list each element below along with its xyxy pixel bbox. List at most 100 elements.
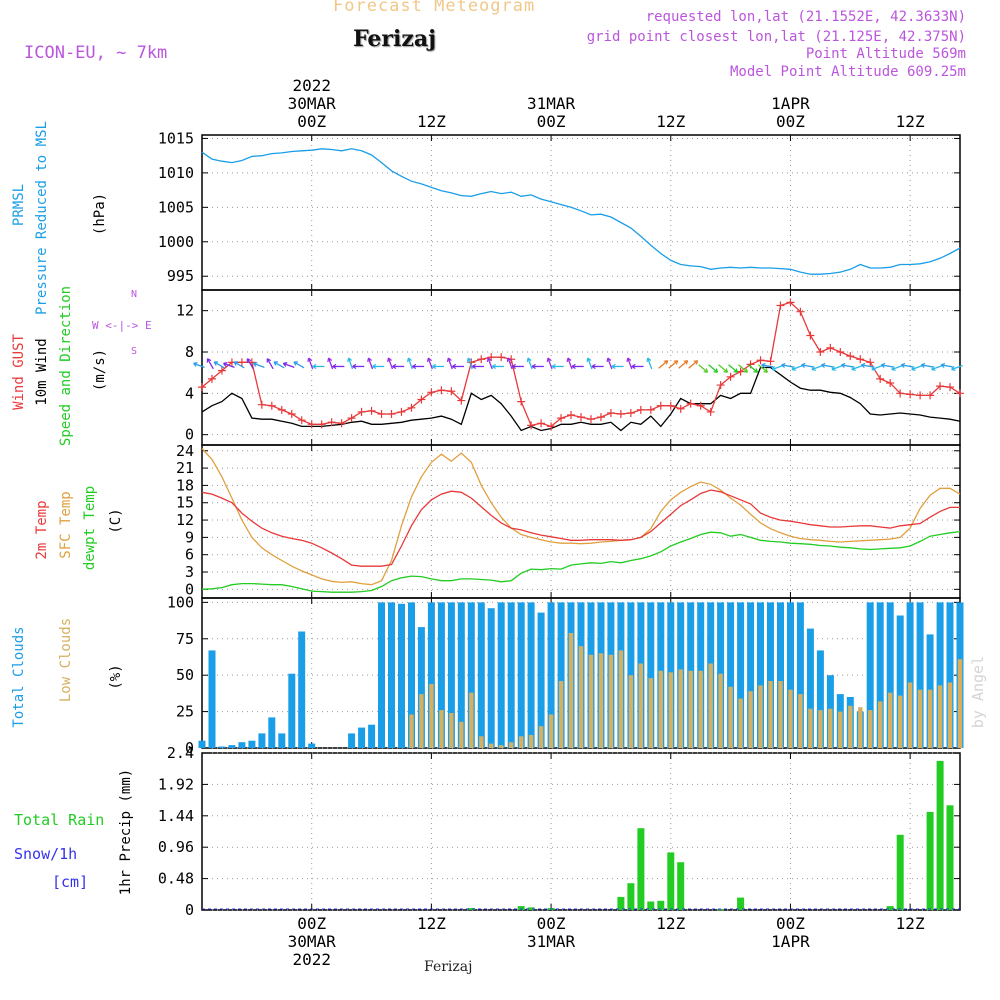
- gust-marker: [796, 307, 805, 316]
- panel-frame-pressure: [201, 134, 961, 291]
- wind-arrow-head: [387, 357, 392, 363]
- wind-arrow-head: [841, 362, 846, 368]
- total-clouds-bar: [258, 733, 266, 748]
- wind-arrow-head: [626, 357, 632, 363]
- total-clouds-bar: [408, 602, 415, 748]
- wind-arrow-head: [372, 363, 377, 370]
- bottom-xtick-date: 31MAR: [527, 932, 576, 951]
- wind-arrow-head: [871, 366, 876, 371]
- low-clouds-bar: [668, 672, 673, 748]
- rain-bar: [517, 906, 525, 910]
- low-clouds-bar: [678, 669, 683, 748]
- rain-bar: [647, 901, 655, 910]
- low-clouds-bar: [479, 736, 484, 748]
- gust-marker: [437, 386, 446, 395]
- wind-direction-arrow: [567, 357, 573, 370]
- gust-marker: [517, 397, 526, 406]
- total-clouds-bar: [198, 740, 206, 748]
- total-clouds-bar: [876, 602, 884, 748]
- total-clouds-bar: [487, 608, 495, 748]
- low-clouds-bar: [519, 736, 524, 748]
- ytick-label-clouds: 50: [176, 666, 194, 684]
- wind-direction-arrow: [223, 362, 235, 369]
- wind-direction-arrow: [801, 364, 814, 368]
- bottom-xtick-label: 12Z: [417, 914, 446, 933]
- rain-bar: [936, 760, 944, 910]
- wind-arrow-head: [611, 363, 616, 370]
- bottom-xtick-label: 12Z: [656, 914, 685, 933]
- ytick-label-precip: 2.4: [167, 744, 194, 762]
- total-clouds-bar: [218, 746, 226, 748]
- total-clouds-bar: [757, 602, 764, 748]
- bottom-xtick-date: 1APR: [771, 932, 810, 951]
- gust-marker: [666, 401, 675, 410]
- low-clouds-bar: [409, 714, 414, 748]
- bottom-xtick-label: 00Z: [297, 914, 326, 933]
- gust-marker: [307, 420, 316, 429]
- total-clouds-bar: [298, 631, 306, 748]
- gust-marker: [646, 405, 655, 414]
- footer-location: Ferizaj: [424, 959, 473, 975]
- wind-arrow-head: [920, 362, 926, 368]
- wind-arrow-head: [723, 368, 729, 373]
- wind-arrow-head: [606, 357, 612, 363]
- wind-direction-arrow: [921, 364, 933, 368]
- gust-marker: [447, 387, 456, 396]
- gust-marker: [397, 407, 406, 416]
- top-xtick-date: 31MAR: [527, 94, 576, 113]
- low-clouds-bar: [937, 685, 943, 748]
- gust-marker: [527, 421, 536, 430]
- gust-marker: [676, 404, 685, 413]
- wind-arrow-head: [233, 361, 239, 366]
- total-clouds-bar: [896, 615, 904, 748]
- ytick-label-precip: 0.48: [158, 870, 194, 888]
- gust-marker: [207, 374, 216, 383]
- pressure-line: [201, 148, 961, 275]
- total-clouds-bar: [517, 602, 525, 748]
- low-clouds-bar: [768, 681, 773, 748]
- gust-marker: [606, 408, 615, 417]
- snow-cm-label: [cm]: [52, 873, 89, 891]
- panel-frame-precip: [201, 752, 961, 911]
- dewpt-temp-line: [201, 530, 961, 593]
- top-xtick-date: 1APR: [771, 94, 810, 113]
- rain-bar: [617, 896, 625, 910]
- total-clouds-bar: [886, 602, 894, 748]
- low-clouds-bar: [828, 708, 833, 748]
- gust-marker: [497, 353, 506, 362]
- gust-marker: [577, 413, 585, 422]
- low-clouds-bar: [808, 708, 813, 748]
- top-xtick-label: 00Z: [537, 112, 566, 131]
- ytick-label-wind: 8: [185, 343, 194, 361]
- low-clouds-bar: [608, 654, 614, 748]
- wind-arrow-head: [931, 366, 936, 371]
- wind-direction-arrow: [253, 362, 265, 369]
- total-clouds-bar: [866, 602, 874, 748]
- total-clouds-bar: [916, 602, 924, 748]
- top-xtick-year: 2022: [292, 76, 331, 95]
- gust-marker: [766, 357, 775, 366]
- low-clouds-bar: [957, 659, 963, 748]
- low-clouds-bar: [449, 713, 454, 748]
- low-clouds-bar: [598, 653, 604, 748]
- gust-marker: [427, 388, 436, 397]
- gust-marker: [287, 410, 296, 418]
- low-clouds-bar: [459, 721, 464, 748]
- gust-marker: [297, 416, 306, 425]
- gust-marker: [916, 391, 925, 400]
- chart-title: Forecast Meteogram: [333, 0, 536, 16]
- gust-marker: [377, 410, 386, 418]
- low-clouds-bar: [568, 633, 574, 748]
- wind-arrow-head: [193, 362, 198, 367]
- wind-arrow-head: [831, 366, 836, 371]
- wind-arrow-head: [753, 368, 759, 373]
- rain-bar: [637, 828, 645, 910]
- low-clouds-bar: [588, 654, 594, 748]
- gust-marker: [896, 389, 905, 398]
- wind-arrow-head: [551, 363, 556, 370]
- grid-point-coords: grid point closest lon,lat (21.125E, 42.…: [586, 29, 966, 45]
- bottom-xtick-label: 12Z: [896, 914, 925, 933]
- wind-direction-arrow: [658, 360, 669, 369]
- ytick-label-temperature: 21: [176, 459, 194, 477]
- temp-2m-line: [201, 489, 960, 567]
